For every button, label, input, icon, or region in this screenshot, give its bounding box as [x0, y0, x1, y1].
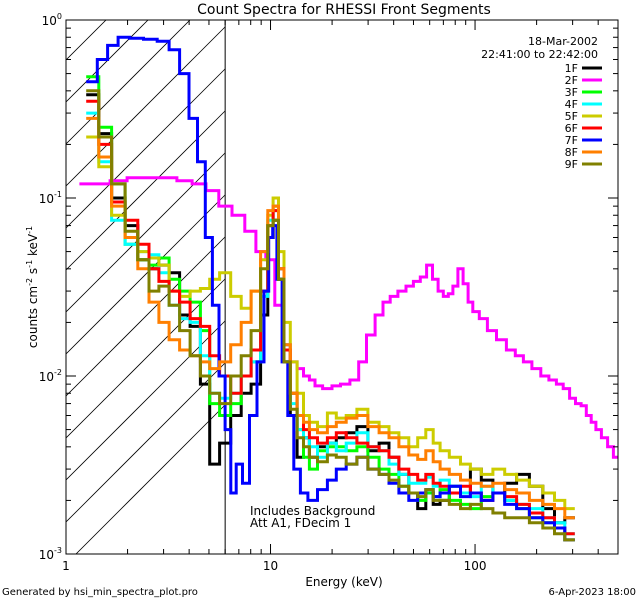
series-lines — [79, 35, 618, 542]
y-tick-exponent: -1 — [54, 190, 62, 199]
x-axis-label: Energy (keV) — [305, 575, 382, 589]
y-tick-label: 10-2 — [39, 368, 62, 384]
series-9F-line — [86, 89, 575, 542]
hatch-line — [66, 152, 226, 313]
observation-date: 18-Mar-2002 — [528, 35, 598, 48]
attenuator-note: Att A1, FDecim 1 — [250, 516, 351, 530]
y-tick-label: 10-3 — [39, 546, 62, 562]
plot-frame — [65, 19, 619, 555]
legend-label: 8F — [565, 146, 578, 159]
hatch-line — [66, 26, 226, 187]
y-tick-base: 10 — [39, 192, 54, 206]
x-tick-label: 100 — [464, 559, 487, 573]
y-tick-label: 100 — [42, 12, 62, 28]
hatch-line — [66, 362, 226, 523]
legend-label: 4F — [565, 98, 578, 111]
series-3F-line — [86, 75, 575, 542]
y-axis-label: counts cm-2 s-1 keV-1 — [25, 226, 40, 348]
observation-time-range: 22:41:00 to 22:42:00 — [481, 48, 598, 61]
hatch-line — [66, 194, 226, 355]
legend-label: 1F — [565, 62, 578, 75]
y-tick-base: 10 — [42, 14, 57, 28]
legend-label: 9F — [565, 158, 578, 171]
series-5F-line — [86, 135, 575, 511]
x-tick-label: 1 — [62, 559, 70, 573]
background-note: Includes Background — [250, 504, 375, 518]
series-2F-line — [79, 176, 618, 459]
legend-label: 7F — [565, 134, 578, 147]
y-tick-base: 10 — [39, 370, 54, 384]
hatch-line — [66, 110, 226, 271]
hatch-line — [66, 20, 191, 145]
attenuator-hatch-region — [66, 20, 226, 554]
hatch-line — [66, 236, 226, 397]
hatch-line — [66, 278, 226, 439]
footer-timestamp: 6-Apr-2023 18:00 — [549, 587, 636, 598]
legend-label: 5F — [565, 110, 578, 123]
series-7F-line — [86, 35, 575, 542]
hatch-line — [66, 20, 107, 61]
y-tick-label: 10-1 — [39, 190, 62, 206]
y-tick-exponent: -3 — [54, 546, 62, 555]
hatch-line — [66, 68, 226, 229]
hatch-line — [66, 320, 226, 481]
legend-label: 6F — [565, 122, 578, 135]
series-4F-line — [86, 111, 575, 536]
chart-title: Count Spectra for RHESSI Front Segments — [197, 2, 491, 18]
x-tick-label: 10 — [263, 559, 278, 573]
legend-label: 2F — [565, 74, 578, 87]
y-tick-base: 10 — [39, 548, 54, 562]
footer-generated-by: Generated by hsi_min_spectra_plot.pro — [2, 587, 198, 598]
y-tick-exponent: -2 — [54, 368, 62, 377]
y-tick-exponent: 0 — [57, 12, 62, 21]
legend-label: 3F — [565, 86, 578, 99]
series-8F-line — [86, 116, 575, 520]
hatch-line — [75, 404, 226, 554]
